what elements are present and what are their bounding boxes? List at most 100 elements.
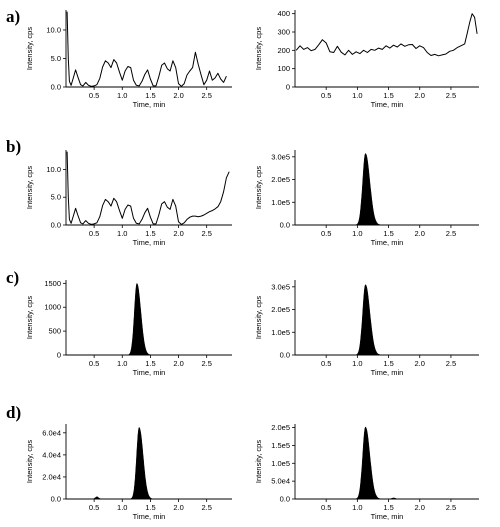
y-axis-label: Intensity, cps [25,440,34,483]
y-tick-label: 0.0 [51,495,61,504]
x-tick-label: 0.5 [89,91,99,100]
x-axis-label: Time, min [371,238,404,247]
y-tick-label: 0.0 [51,83,61,92]
y-tick-label: 0 [286,83,290,92]
x-axis-label: Time, min [371,368,404,377]
x-tick-label: 1.0 [352,503,362,512]
x-tick-label: 2.0 [415,503,425,512]
x-tick-label: 2.5 [201,229,211,238]
y-tick-label: 500 [48,327,61,336]
y-tick-label: 6.0e4 [42,428,61,437]
y-tick-label: 0 [57,351,61,360]
y-tick-label: 5.0e4 [271,477,290,486]
y-axis-label: Intensity, cps [25,166,34,209]
y-tick-label: 300 [277,28,290,37]
y-axis-label: Intensity, cps [254,296,263,339]
y-axis-label: Intensity, cps [254,166,263,209]
x-tick-label: 2.0 [173,91,183,100]
x-tick-label: 0.5 [321,503,331,512]
x-tick-label: 2.5 [201,503,211,512]
x-tick-label: 1.0 [117,229,127,238]
y-axis-label: Intensity, cps [254,27,263,70]
x-tick-label: 2.5 [446,359,456,368]
x-tick-label: 1.0 [117,503,127,512]
y-tick-label: 1.5e5 [271,441,290,450]
y-tick-label: 0.0 [280,495,290,504]
y-axis-label: Intensity, cps [254,440,263,483]
chart-panel-6: 0.5 1.0 1.5 2.0 2.5 0.0 1.0e5 2.0e5 3.0e5 Time, m… [254,280,479,377]
chromatogram-peak [66,426,232,500]
chromatogram-trace [295,13,478,57]
x-tick-label: 1.5 [145,503,155,512]
y-tick-label: 10.0 [46,25,61,34]
x-tick-label: 2.5 [201,91,211,100]
y-tick-label: 400 [277,9,290,18]
panel-label-b: b) [6,137,21,156]
x-axis-label: Time, min [133,512,166,521]
chromatogram-peak [295,284,479,356]
y-tick-label: 3.0e5 [271,282,290,291]
x-tick-label: 2.0 [415,91,425,100]
x-tick-label: 2.5 [446,503,456,512]
chart-panel-8: 0.5 1.0 1.5 2.0 2.5 0.0 5.0e4 1.0e5 1.5e5 2.0e5 Ti… [254,423,479,521]
chart-panel-3: 0.5 1.0 1.5 2.0 2.5 0.0 5.0 10.0 Time, min Intens… [25,150,232,247]
y-tick-label: 0.0 [51,221,61,230]
y-tick-label: 5.0 [51,193,61,202]
x-tick-label: 1.5 [383,91,393,100]
chart-panel-5: 0.5 1.0 1.5 2.0 2.5 0 500 1000 1500 Time, min Inte… [25,279,232,377]
y-tick-label: 2.0e5 [271,305,290,314]
y-tick-label: 100 [277,64,290,73]
chart-panel-4: 0.5 1.0 1.5 2.0 2.5 0.0 1.0e5 2.0e5 3.0e5 Time, m… [254,150,479,247]
x-tick-label: 0.5 [89,229,99,238]
y-tick-label: 3.0e5 [271,152,290,161]
x-tick-label: 1.0 [352,91,362,100]
y-axis-label: Intensity, cps [25,296,34,339]
y-tick-label: 10.0 [46,165,61,174]
y-axis-label: Intensity, cps [25,27,34,70]
x-tick-label: 1.5 [145,359,155,368]
y-tick-label: 1.0e5 [271,328,290,337]
y-tick-label: 4.0e4 [42,450,61,459]
chromatogram-peak [295,152,479,226]
x-tick-label: 1.0 [117,359,127,368]
chromatogram-peak [295,426,479,500]
x-tick-label: 2.5 [446,91,456,100]
y-tick-label: 1.0e5 [271,459,290,468]
x-tick-label: 2.0 [173,503,183,512]
x-axis-label: Time, min [133,100,166,109]
x-tick-label: 2.0 [173,229,183,238]
x-tick-label: 1.5 [383,503,393,512]
y-tick-label: 5.0 [51,54,61,63]
x-axis-label: Time, min [133,368,166,377]
x-tick-label: 0.5 [321,359,331,368]
plots-area: 0.5 1.0 1.5 2.0 2.5 0.0 5.0 10.0 Time, min Intens… [25,9,479,521]
y-tick-label: 1000 [44,303,61,312]
x-tick-label: 0.5 [321,229,331,238]
chart-panel-2: 0.5 1.0 1.5 2.0 2.5 0 100 200 300 400 Time, min Int… [254,9,479,109]
y-tick-label: 0.0 [280,351,290,360]
chromatogram-trace [66,11,227,87]
x-tick-label: 1.0 [352,229,362,238]
x-tick-label: 2.5 [446,229,456,238]
y-tick-label: 2.0e5 [271,175,290,184]
chart-panel-7: 0.5 1.0 1.5 2.0 2.5 0.0 2.0e4 4.0e4 6.0e4 Time, m… [25,424,232,521]
chromatogram-peak [66,282,232,356]
x-axis-label: Time, min [371,512,404,521]
x-axis-label: Time, min [133,238,166,247]
x-tick-label: 0.5 [321,91,331,100]
x-tick-label: 2.0 [415,229,425,238]
y-tick-label: 2.0e5 [271,423,290,432]
chromatogram-trace [66,151,230,225]
x-tick-label: 1.0 [352,359,362,368]
x-tick-label: 1.5 [145,229,155,238]
x-tick-label: 1.0 [117,91,127,100]
x-tick-label: 2.5 [201,359,211,368]
chart-panel-1: 0.5 1.0 1.5 2.0 2.5 0.0 5.0 10.0 Time, min Intens… [25,10,232,109]
x-tick-label: 1.5 [145,91,155,100]
x-tick-label: 0.5 [89,503,99,512]
x-tick-label: 0.5 [89,359,99,368]
panel-label-c: c) [6,268,19,287]
y-tick-label: 2.0e4 [42,472,61,481]
panel-label-a: a) [6,7,20,26]
